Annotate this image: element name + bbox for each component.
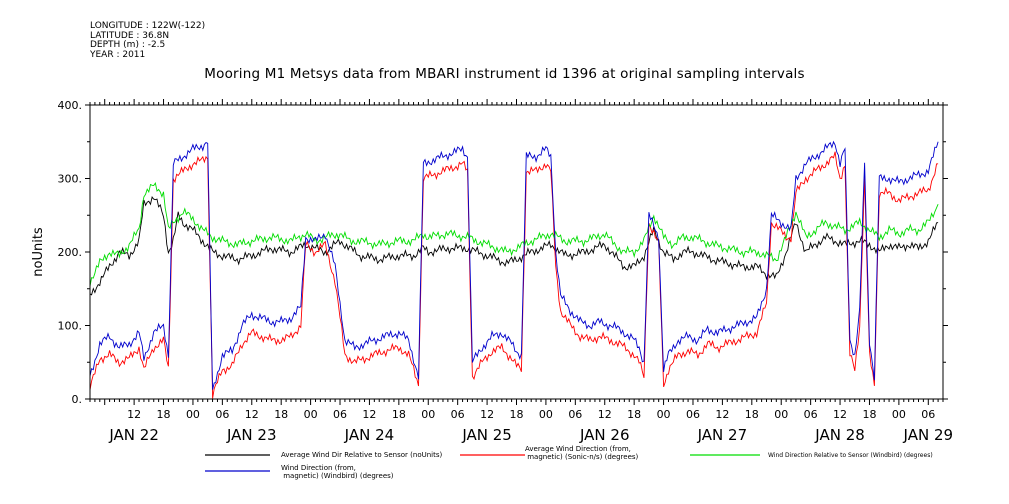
x-tick-label: 00 [892,408,906,421]
series-line-4 [89,140,939,390]
x-tick-label: 18 [862,408,876,421]
x-day-label: JAN 23 [226,426,277,444]
x-tick-label: 06 [686,408,700,421]
legend: Average Wind Dir Relative to Sensor (noU… [205,445,933,480]
latitude-text: LATITUDE : 36.8N [90,30,170,41]
x-tick-label: 18 [274,408,288,421]
x-tick-label: 18 [745,408,759,421]
legend-label: Average Wind Dir Relative to Sensor (noU… [281,451,442,459]
x-tick-label: 12 [833,408,847,421]
x-tick-label: 18 [510,408,524,421]
x-tick-label: 06 [215,408,229,421]
x-day-label: JAN 29 [903,426,954,444]
depth-text: DEPTH (m) : -2.5 [90,40,166,50]
x-tick-label: 00 [774,408,788,421]
x-tick-label: 06 [451,408,465,421]
y-tick-label: 0. [72,393,83,406]
x-tick-label: 12 [362,408,376,421]
x-day-label: JAN 22 [108,426,159,444]
y-tick-label: 100. [58,320,83,333]
series-line-1 [89,195,939,296]
x-tick-label: 18 [157,408,171,421]
y-tick-label: 300. [58,173,83,186]
x-tick-label: 06 [333,408,347,421]
x-tick-label: 06 [804,408,818,421]
x-tick-label: 00 [539,408,553,421]
x-tick-label: 12 [715,408,729,421]
x-day-label: JAN 26 [579,426,630,444]
x-tick-label: 00 [421,408,435,421]
legend-label: Average Wind Direction (from, magnetic) … [525,445,639,461]
longitude-text: LONGITUDE : 122W(-122) [90,21,206,31]
x-tick-label: 06 [568,408,582,421]
x-tick-label: 18 [627,408,641,421]
y-tick-label: 400. [58,99,83,112]
x-day-label: JAN 28 [814,426,865,444]
y-axis-label: noUnits [31,227,46,277]
plot-frame [89,104,944,400]
x-tick-label: 00 [657,408,671,421]
x-tick-label: 12 [598,408,612,421]
x-tick-label: 18 [392,408,406,421]
x-day-label: JAN 24 [344,426,395,444]
mooring-metadata: LONGITUDE : 122W(-122) LATITUDE : 36.8N … [90,21,206,60]
legend-label: Wind Direction Relative to Sensor (Windb… [768,452,933,459]
legend-label: Wind Direction (from, magnetic) (Windbir… [281,464,394,480]
year-text: YEAR : 2011 [90,49,146,60]
axis-layer: 0. 100. 200. 300. 400. 12 18 00 06 12 18 00 06 12 18 00… [58,99,954,444]
x-day-label: JAN 25 [461,426,512,444]
x-day-label: JAN 27 [697,426,748,444]
series-line-3 [89,181,939,287]
x-tick-label: 12 [480,408,494,421]
x-tick-label: 06 [921,408,935,421]
series-layer [89,140,939,399]
x-tick-label: 12 [245,408,259,421]
x-tick-label: 00 [186,408,200,421]
x-tick-label: 00 [304,408,318,421]
y-tick-label: 200. [58,246,83,259]
series-line-2 [89,151,939,399]
chart-title: Mooring M1 Metsys data from MBARI instru… [204,66,805,82]
x-tick-label: 12 [127,408,141,421]
